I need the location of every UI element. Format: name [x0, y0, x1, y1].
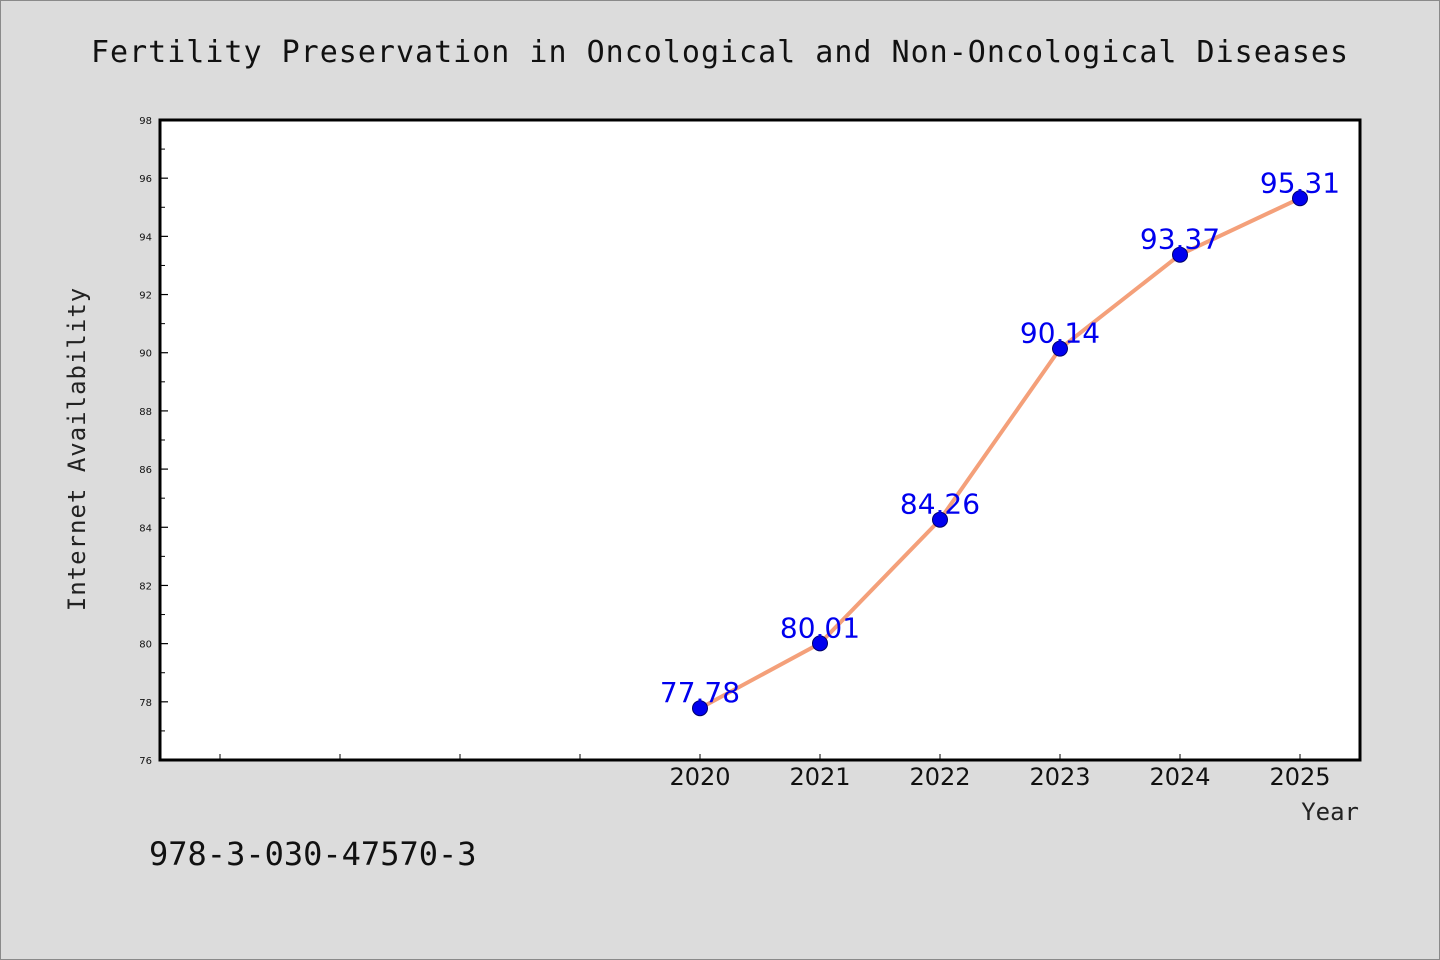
- y-tick-label: 96: [139, 174, 152, 185]
- y-tick-label: 92: [139, 291, 152, 302]
- y-tick-label: 98: [139, 116, 152, 127]
- x-tick-label: 2022: [909, 763, 970, 791]
- data-label: 93.37: [1140, 223, 1220, 256]
- x-tick-label: 2021: [789, 763, 850, 791]
- y-tick-label: 88: [139, 407, 152, 418]
- data-point: [1052, 340, 1068, 357]
- x-tick-label: 2023: [1029, 763, 1090, 791]
- data-label: 84.26: [900, 488, 980, 521]
- y-tick-label: 90: [139, 349, 152, 360]
- y-tick-label: 78: [139, 698, 152, 709]
- data-label: 95.31: [1260, 166, 1340, 199]
- x-tick-label: 2024: [1149, 763, 1210, 791]
- data-label: 77.78: [660, 676, 740, 709]
- y-tick-label: 86: [139, 465, 152, 476]
- data-point: [1292, 190, 1308, 207]
- data-point: [932, 511, 948, 528]
- isbn-text: 978-3-030-47570-3: [149, 835, 477, 873]
- plot-area: [158, 118, 1362, 762]
- y-tick-label: 94: [139, 232, 152, 243]
- data-point: [812, 635, 828, 652]
- chart-title: Fertility Preservation in Oncological an…: [90, 35, 1350, 70]
- y-tick-label: 84: [139, 523, 152, 534]
- data-point: [692, 700, 708, 717]
- x-tick-label: 2025: [1269, 763, 1330, 791]
- y-tick-label: 80: [139, 640, 152, 651]
- x-axis-label: Year: [1301, 798, 1359, 826]
- data-label: 80.01: [780, 611, 860, 644]
- data-point: [1172, 246, 1188, 263]
- data-label: 90.14: [1020, 317, 1100, 350]
- y-tick-label: 82: [139, 581, 152, 592]
- x-tick-label: 2020: [669, 763, 730, 791]
- y-tick-label: 76: [139, 756, 152, 767]
- series-line: [698, 196, 1302, 711]
